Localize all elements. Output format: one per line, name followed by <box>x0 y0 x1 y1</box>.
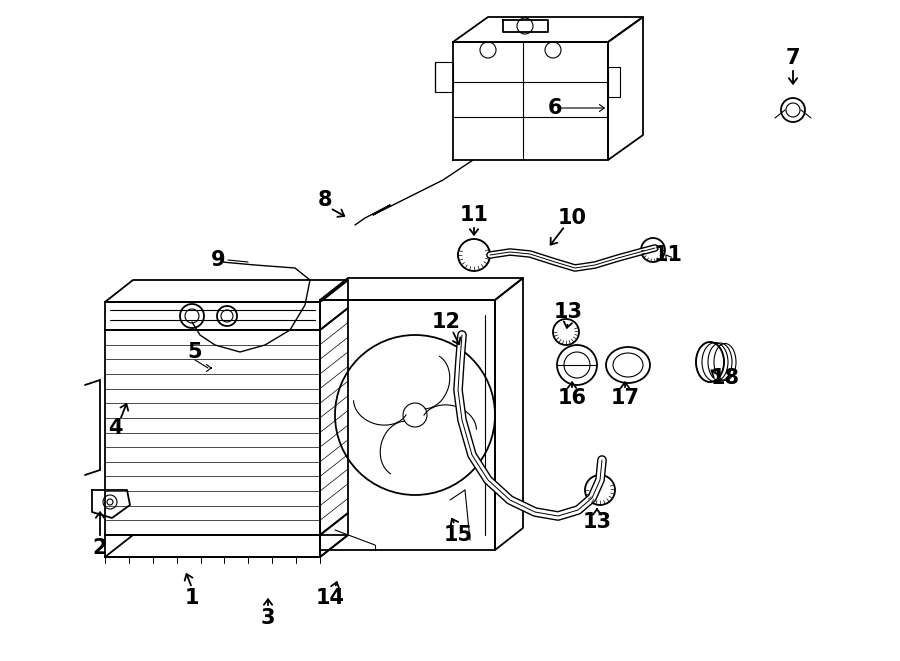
Text: 4: 4 <box>108 418 122 438</box>
Text: 2: 2 <box>93 538 107 558</box>
Text: 11: 11 <box>460 205 489 225</box>
Circle shape <box>508 498 512 502</box>
Text: 9: 9 <box>211 250 225 270</box>
Text: 1: 1 <box>184 588 199 608</box>
Text: 17: 17 <box>610 388 640 408</box>
Circle shape <box>460 333 464 337</box>
Text: 5: 5 <box>188 342 202 362</box>
Text: 16: 16 <box>557 388 587 408</box>
Text: 10: 10 <box>557 208 587 228</box>
Text: 3: 3 <box>261 608 275 628</box>
Text: 6: 6 <box>548 98 562 118</box>
Circle shape <box>600 458 604 462</box>
Text: 14: 14 <box>316 588 345 608</box>
Text: 8: 8 <box>318 190 332 210</box>
Text: 15: 15 <box>444 525 472 545</box>
Circle shape <box>576 508 580 512</box>
Text: 12: 12 <box>431 312 461 332</box>
Text: 13: 13 <box>554 302 582 322</box>
Circle shape <box>460 418 464 422</box>
Text: 11: 11 <box>653 245 682 265</box>
Text: 7: 7 <box>786 48 800 68</box>
Text: 13: 13 <box>582 512 611 532</box>
Text: 18: 18 <box>710 368 740 388</box>
